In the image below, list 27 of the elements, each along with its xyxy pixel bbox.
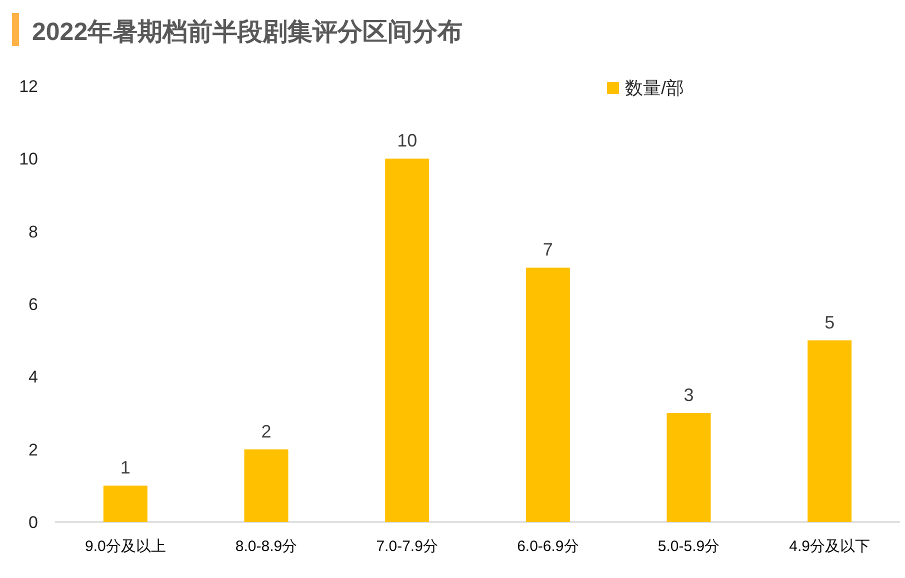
bar bbox=[808, 340, 852, 522]
x-tick-label: 4.9分及以下 bbox=[789, 538, 870, 555]
y-tick-label: 4 bbox=[28, 368, 38, 387]
y-tick-label: 12 bbox=[19, 77, 38, 96]
chart-title: 2022年暑期档前半段剧集评分区间分布 bbox=[32, 18, 463, 46]
y-tick-label: 10 bbox=[19, 150, 38, 169]
data-label: 1 bbox=[120, 458, 130, 478]
y-tick-label: 2 bbox=[28, 440, 38, 460]
y-tick-label: 6 bbox=[28, 295, 38, 314]
x-tick-label: 5.0-5.9分 bbox=[658, 538, 720, 555]
x-tick-label: 6.0-6.9分 bbox=[517, 538, 579, 555]
bar bbox=[526, 268, 570, 522]
bar bbox=[244, 449, 288, 522]
x-tick-label: 9.0分及以上 bbox=[84, 538, 166, 555]
bar bbox=[666, 413, 711, 522]
x-tick-label: 7.0-7.9分 bbox=[376, 538, 438, 555]
x-tick-label: 8.0-8.9分 bbox=[235, 538, 298, 555]
legend-label: 数量/部 bbox=[625, 78, 684, 98]
bar bbox=[385, 158, 430, 522]
data-label: 7 bbox=[542, 240, 553, 260]
bar bbox=[103, 486, 148, 522]
data-label: 10 bbox=[397, 130, 418, 151]
y-tick-label: 0 bbox=[28, 513, 38, 532]
data-label: 5 bbox=[824, 312, 835, 332]
data-label: 3 bbox=[684, 385, 694, 405]
y-tick-label: 8 bbox=[28, 222, 38, 242]
data-label: 2 bbox=[261, 421, 272, 442]
